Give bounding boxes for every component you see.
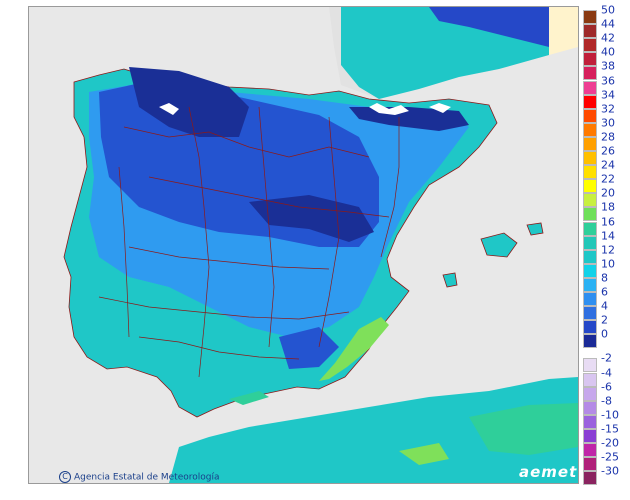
- legend-swatch: [583, 358, 597, 373]
- legend-label: 32: [601, 102, 615, 116]
- legend-swatch: [583, 94, 597, 109]
- legend-swatch: [583, 306, 597, 321]
- legend-swatch: [583, 24, 597, 39]
- snow-patch: [369, 103, 409, 115]
- central-system-cold-area: [249, 195, 374, 242]
- legend-swatch: [583, 151, 597, 166]
- legend-swatch: [583, 108, 597, 123]
- legend-swatch: [583, 38, 597, 53]
- legend-swatch: [583, 52, 597, 67]
- legend-label: -8: [601, 394, 612, 408]
- credit-text: C Agencia Estatal de Meteorología: [59, 471, 220, 483]
- legend-label: -4: [601, 366, 612, 379]
- legend-label: 10: [601, 257, 615, 271]
- aemet-logo: aemet: [519, 463, 578, 481]
- alps-cold-area: [429, 7, 549, 47]
- legend-label: -20: [601, 436, 619, 450]
- north-africa-warm-area: [469, 403, 578, 455]
- legend-swatch: [583, 277, 597, 292]
- legend-label: 24: [601, 158, 615, 172]
- legend-label: 22: [601, 172, 615, 186]
- legend-label: 18: [601, 200, 615, 214]
- legend-label: 16: [601, 215, 615, 228]
- legend-swatch: [583, 165, 597, 180]
- legend-label: 34: [601, 88, 615, 102]
- legend-label: 0: [601, 327, 608, 341]
- legend-swatch: [583, 136, 597, 151]
- legend-swatch: [583, 386, 597, 401]
- legend-label: -15: [601, 422, 619, 436]
- legend-swatch: [583, 249, 597, 264]
- legend-label: 42: [601, 31, 615, 45]
- legend-swatch: [583, 443, 597, 458]
- legend-swatch: [583, 414, 597, 429]
- legend-label: 36: [601, 74, 615, 87]
- legend-label: 12: [601, 243, 615, 257]
- map-canvas: [29, 7, 578, 483]
- province-borders: [98, 106, 400, 378]
- legend-swatch: [583, 207, 597, 222]
- legend-label: 44: [601, 17, 615, 31]
- legend-swatch: [583, 372, 597, 387]
- legend-label: 20: [601, 186, 615, 200]
- legend-swatch: [583, 193, 597, 208]
- legend-label: 38: [601, 59, 615, 73]
- legend-swatch: [583, 263, 597, 278]
- legend-swatch: [583, 400, 597, 415]
- mallorca-island: [480, 232, 518, 258]
- legend-swatch: [583, 334, 597, 349]
- legend-label: -2: [601, 351, 612, 365]
- legend-label: -30: [601, 464, 619, 478]
- temperature-map: C Agencia Estatal de Meteorología aemet: [28, 6, 579, 484]
- legend-label: 4: [601, 299, 608, 313]
- corner-area: [549, 7, 578, 55]
- legend-swatch: [583, 179, 597, 194]
- legend-label: 28: [601, 130, 615, 144]
- legend-label: 14: [601, 229, 615, 243]
- legend-swatch: [583, 428, 597, 443]
- legend-swatch: [583, 457, 597, 472]
- legend-swatch: [583, 122, 597, 137]
- copyright-icon: C: [59, 471, 71, 483]
- snow-patch: [429, 103, 451, 113]
- menorca-island: [526, 222, 544, 236]
- southeast-warm-area: [319, 317, 389, 381]
- credit-label: Agencia Estatal de Meteorología: [74, 472, 220, 483]
- legend-label: -25: [601, 450, 619, 464]
- legend-label: -10: [601, 408, 619, 422]
- legend-label: 2: [601, 313, 608, 327]
- legend-label: 8: [601, 271, 608, 285]
- legend-swatch: [583, 235, 597, 250]
- north-africa-warmer-area: [399, 443, 449, 465]
- legend-swatch: [583, 10, 597, 25]
- legend-label: -6: [601, 380, 612, 394]
- legend-label: 40: [601, 45, 615, 59]
- legend-swatch: [583, 471, 597, 486]
- north-africa-land: [169, 377, 578, 483]
- legend-label: 50: [601, 3, 615, 17]
- color-legend: 50 44 42 40 38 36 34 32 30 28 26 24 22 20 18 16 14 12 10 8 6…: [583, 4, 629, 486]
- legend-swatch: [583, 221, 597, 236]
- legend-swatch: [583, 66, 597, 81]
- legend-swatch: [583, 292, 597, 307]
- south-coast-warm-area: [229, 391, 269, 405]
- legend-label: 26: [601, 144, 615, 158]
- legend-label: 6: [601, 285, 608, 299]
- legend-swatch: [583, 80, 597, 95]
- legend-label: 30: [601, 116, 615, 130]
- ibiza-island: [442, 272, 458, 288]
- snow-patch: [159, 103, 179, 115]
- cantabrian-cold-area: [129, 67, 249, 137]
- legend-swatch: [583, 320, 597, 335]
